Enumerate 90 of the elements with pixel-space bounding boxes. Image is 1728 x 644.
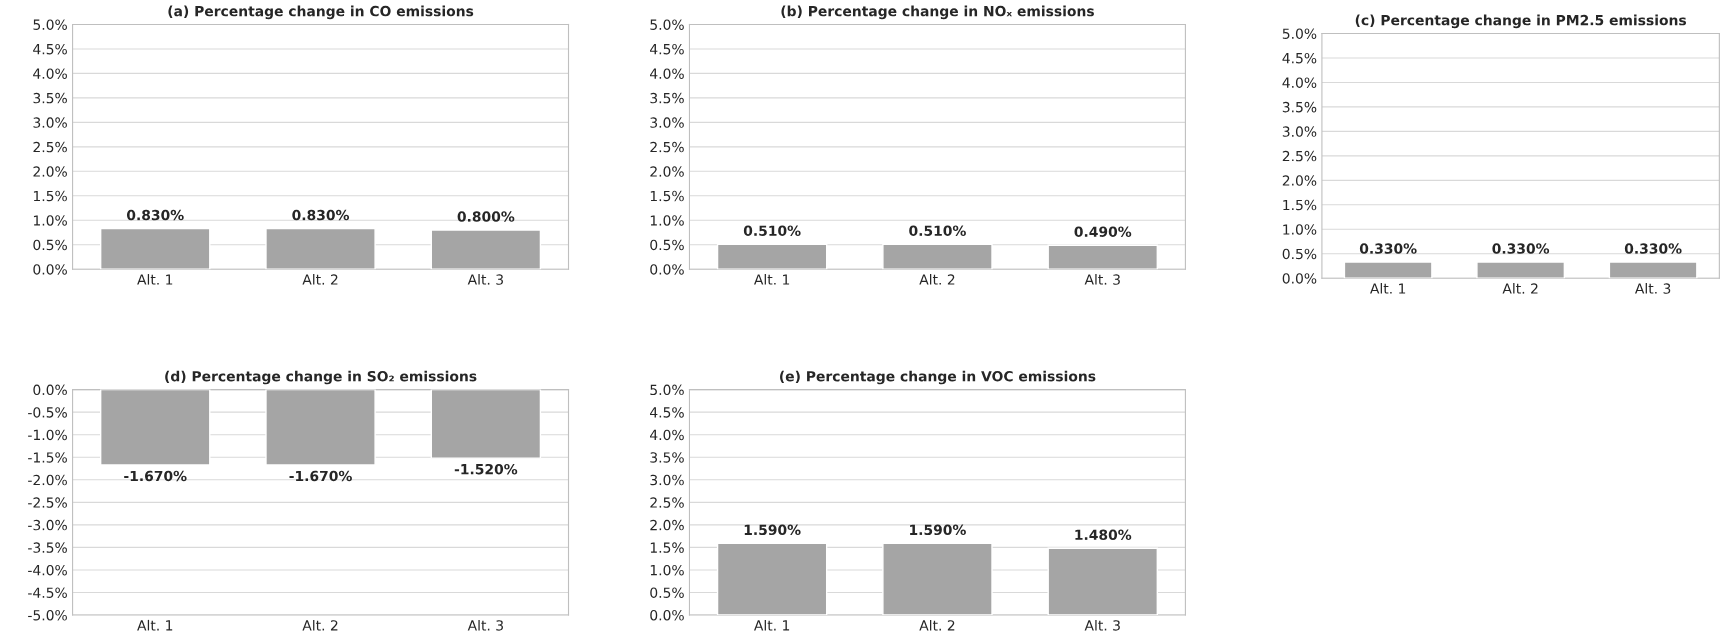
x-tick-label: Alt. 2 — [919, 619, 955, 631]
y-tick-label: 1.0% — [1283, 224, 1317, 235]
y-tick-label: 3.0% — [650, 474, 684, 486]
y-tick-label: 0.0% — [1282, 273, 1317, 284]
y-tick-label: 0.5% — [650, 587, 684, 598]
data-label: 0.330% — [1359, 243, 1417, 254]
y-tick-label: 3.5% — [650, 92, 684, 104]
y-tick-label: 3.5% — [33, 92, 67, 104]
y-tick-label: 3.0% — [1282, 126, 1317, 137]
x-tick-label: Alt. 2 — [1502, 283, 1538, 294]
x-tick-label: Alt. 1 — [754, 619, 790, 631]
x-tick-label: Alt. 1 — [1370, 283, 1406, 294]
data-label: 0.800% — [457, 211, 515, 222]
y-tick-label: -2.0% — [28, 474, 67, 486]
y-tick-label: -4.0% — [28, 564, 67, 576]
y-tick-label: 4.0% — [650, 429, 684, 441]
y-tick-label: 2.5% — [1282, 150, 1317, 162]
y-tick-label: 5.0% — [650, 19, 684, 30]
x-tick-label: Alt. 3 — [467, 274, 503, 285]
y-tick-label: 0.0% — [650, 609, 684, 621]
chart-title: (b) Percentage change in NOₓ emissions — [781, 5, 1094, 20]
y-tick-label: 1.0% — [650, 215, 684, 226]
y-tick-label: 2.0% — [33, 166, 67, 177]
y-tick-label: 2.5% — [33, 141, 67, 153]
chart-title: (e) Percentage change in VOC emissions — [780, 370, 1096, 385]
x-tick-label: Alt. 1 — [137, 274, 173, 285]
y-tick-label: -4.5% — [28, 587, 67, 598]
y-tick-label: 0.0% — [33, 384, 67, 396]
y-tick-label: 1.5% — [33, 190, 67, 202]
y-tick-label: 3.5% — [1282, 101, 1317, 113]
y-tick-label: 5.0% — [1282, 28, 1317, 39]
y-tick-label: 4.5% — [650, 43, 684, 55]
x-tick-label: Alt. 3 — [467, 619, 503, 631]
y-tick-label: 0.5% — [33, 239, 67, 251]
y-tick-label: 4.5% — [650, 407, 684, 418]
x-tick-label: Alt. 2 — [919, 274, 955, 285]
y-tick-label: 2.0% — [650, 166, 684, 177]
data-label: 1.590% — [910, 524, 966, 536]
data-label: 0.330% — [1492, 243, 1550, 254]
y-tick-label: 0.5% — [1282, 248, 1317, 260]
data-label: -1.670% — [289, 470, 352, 482]
y-tick-label: 1.5% — [650, 542, 684, 553]
x-tick-label: Alt. 1 — [137, 619, 173, 631]
y-tick-label: 4.0% — [1282, 77, 1317, 88]
y-tick-label: 0.5% — [650, 239, 684, 251]
chart-title: (a) Percentage change in CO emissions — [168, 5, 474, 20]
y-tick-label: -1.0% — [28, 429, 67, 441]
y-tick-label: 3.0% — [650, 117, 684, 128]
y-tick-label: 0.0% — [650, 264, 684, 275]
x-tick-label: Alt. 3 — [1634, 283, 1671, 294]
y-tick-label: -2.5% — [28, 497, 67, 508]
y-tick-label: 1.0% — [650, 564, 684, 576]
data-label: -1.520% — [454, 463, 518, 475]
y-tick-label: 4.5% — [33, 43, 67, 55]
x-tick-label: Alt. 3 — [1084, 274, 1120, 285]
data-label: 1.480% — [1075, 529, 1132, 541]
chart-title: (d) Percentage change in SO₂ emissions — [165, 370, 477, 385]
y-tick-label: 1.5% — [1283, 199, 1317, 211]
x-tick-label: Alt. 1 — [754, 274, 790, 285]
data-label: -1.670% — [124, 470, 187, 482]
data-label: 0.510% — [909, 225, 966, 236]
y-tick-label: 5.0% — [650, 384, 684, 396]
data-label: 0.510% — [743, 225, 801, 236]
y-tick-label: -1.5% — [28, 452, 67, 463]
y-tick-label: 0.0% — [33, 264, 67, 275]
y-tick-label: 5.0% — [33, 19, 67, 30]
x-tick-label: Alt. 2 — [302, 274, 338, 285]
y-tick-label: -3.5% — [28, 542, 67, 553]
y-tick-label: 4.0% — [33, 68, 67, 79]
y-tick-label: 2.0% — [650, 519, 684, 531]
y-tick-label: 1.5% — [650, 190, 684, 202]
y-tick-label: -0.5% — [28, 407, 67, 418]
y-tick-label: -5.0% — [28, 609, 67, 621]
data-label: 1.590% — [744, 524, 801, 536]
y-tick-label: 3.5% — [650, 452, 684, 463]
y-tick-label: 2.5% — [650, 141, 684, 153]
y-tick-label: 1.0% — [33, 215, 67, 226]
x-tick-label: Alt. 3 — [1084, 619, 1120, 631]
y-tick-label: -3.0% — [28, 519, 67, 531]
data-label: 0.830% — [292, 209, 350, 221]
y-tick-label: 4.0% — [650, 68, 684, 79]
data-label: 0.830% — [126, 209, 184, 221]
chart-title: (c) Percentage change in PM2.5 emissions — [1355, 14, 1687, 29]
x-tick-label: Alt. 2 — [302, 619, 338, 631]
y-tick-label: 2.5% — [650, 497, 684, 508]
y-tick-label: 4.5% — [1282, 52, 1317, 64]
data-label: 0.330% — [1624, 243, 1682, 254]
y-tick-label: 2.0% — [1282, 175, 1317, 186]
data-label: 0.490% — [1074, 226, 1132, 237]
y-tick-label: 3.0% — [33, 117, 67, 128]
